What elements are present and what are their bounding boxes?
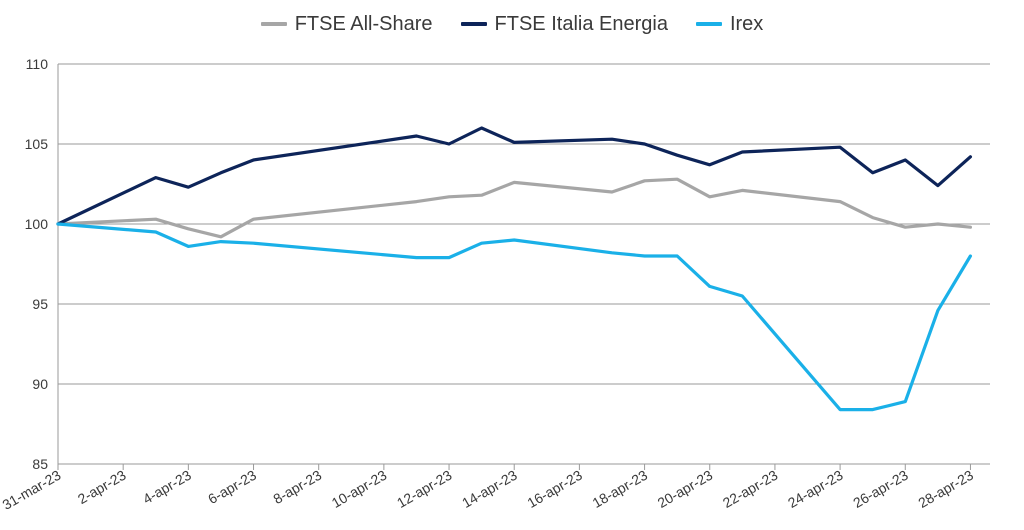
x-tick-label: 31-mar-23: [0, 467, 64, 513]
y-tick-label: 95: [32, 296, 48, 312]
legend-label-ftse-all-share: FTSE All-Share: [294, 12, 433, 35]
x-tick-label: 14-apr-23: [459, 467, 520, 511]
x-tick-label: 10-apr-23: [329, 467, 390, 511]
legend-item-ftse-italia-energia: FTSE Italia Energia: [460, 12, 668, 36]
x-tick-label: 4-apr-23: [140, 467, 194, 507]
y-tick-label: 90: [32, 376, 48, 392]
grid-layer: [58, 63, 990, 465]
x-tick-label: 8-apr-23: [270, 467, 324, 507]
legend-item-irex: Irex: [695, 12, 764, 36]
x-tick-label: 22-apr-23: [720, 467, 781, 511]
x-tick-label: 28-apr-23: [915, 467, 976, 511]
legend-swatch-ftse-all-share: [260, 22, 287, 26]
legend-label-irex: Irex: [729, 12, 764, 35]
x-tick-label: 20-apr-23: [655, 467, 716, 511]
chart-legend: FTSE All-Share FTSE Italia Energia Irex: [0, 10, 1024, 38]
y-tick-label: 100: [25, 216, 49, 232]
legend-item-ftse-all-share: FTSE All-Share: [260, 12, 433, 36]
legend-label-ftse-italia-energia: FTSE Italia Energia: [494, 12, 668, 35]
x-tick-label: 6-apr-23: [205, 467, 259, 507]
x-tick-label: 26-apr-23: [850, 467, 911, 511]
x-tick-label: 2-apr-23: [75, 467, 129, 507]
series-line-ftse-all-share: [56, 177, 973, 239]
legend-swatch-ftse-italia-energia: [460, 22, 487, 26]
series-line-irex: [56, 222, 973, 412]
y-tick-label: 85: [32, 456, 48, 472]
legend-swatch-irex: [695, 22, 722, 26]
axis-layer: 85 90 95 100 105 110 31-mar-23 2-apr-23 4-apr-23…: [0, 56, 976, 513]
x-tick-label: 16-apr-23: [524, 467, 585, 511]
y-tick-label: 110: [26, 56, 49, 72]
y-tick-label: 105: [25, 136, 49, 152]
x-tick-label: 18-apr-23: [590, 467, 651, 511]
x-tick-label: 24-apr-23: [785, 467, 846, 511]
series-layer: [56, 126, 973, 412]
x-tick-label: 12-apr-23: [394, 467, 455, 511]
